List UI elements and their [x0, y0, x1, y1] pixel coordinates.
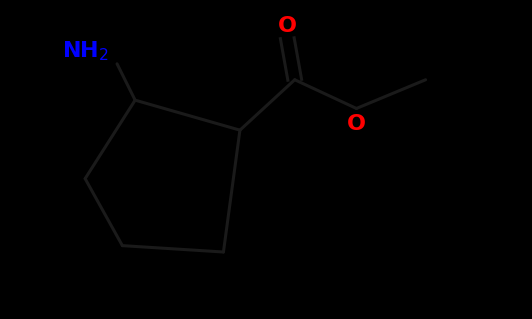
Text: O: O [278, 16, 297, 35]
Text: NH$_2$: NH$_2$ [62, 39, 109, 63]
Text: O: O [347, 115, 366, 134]
